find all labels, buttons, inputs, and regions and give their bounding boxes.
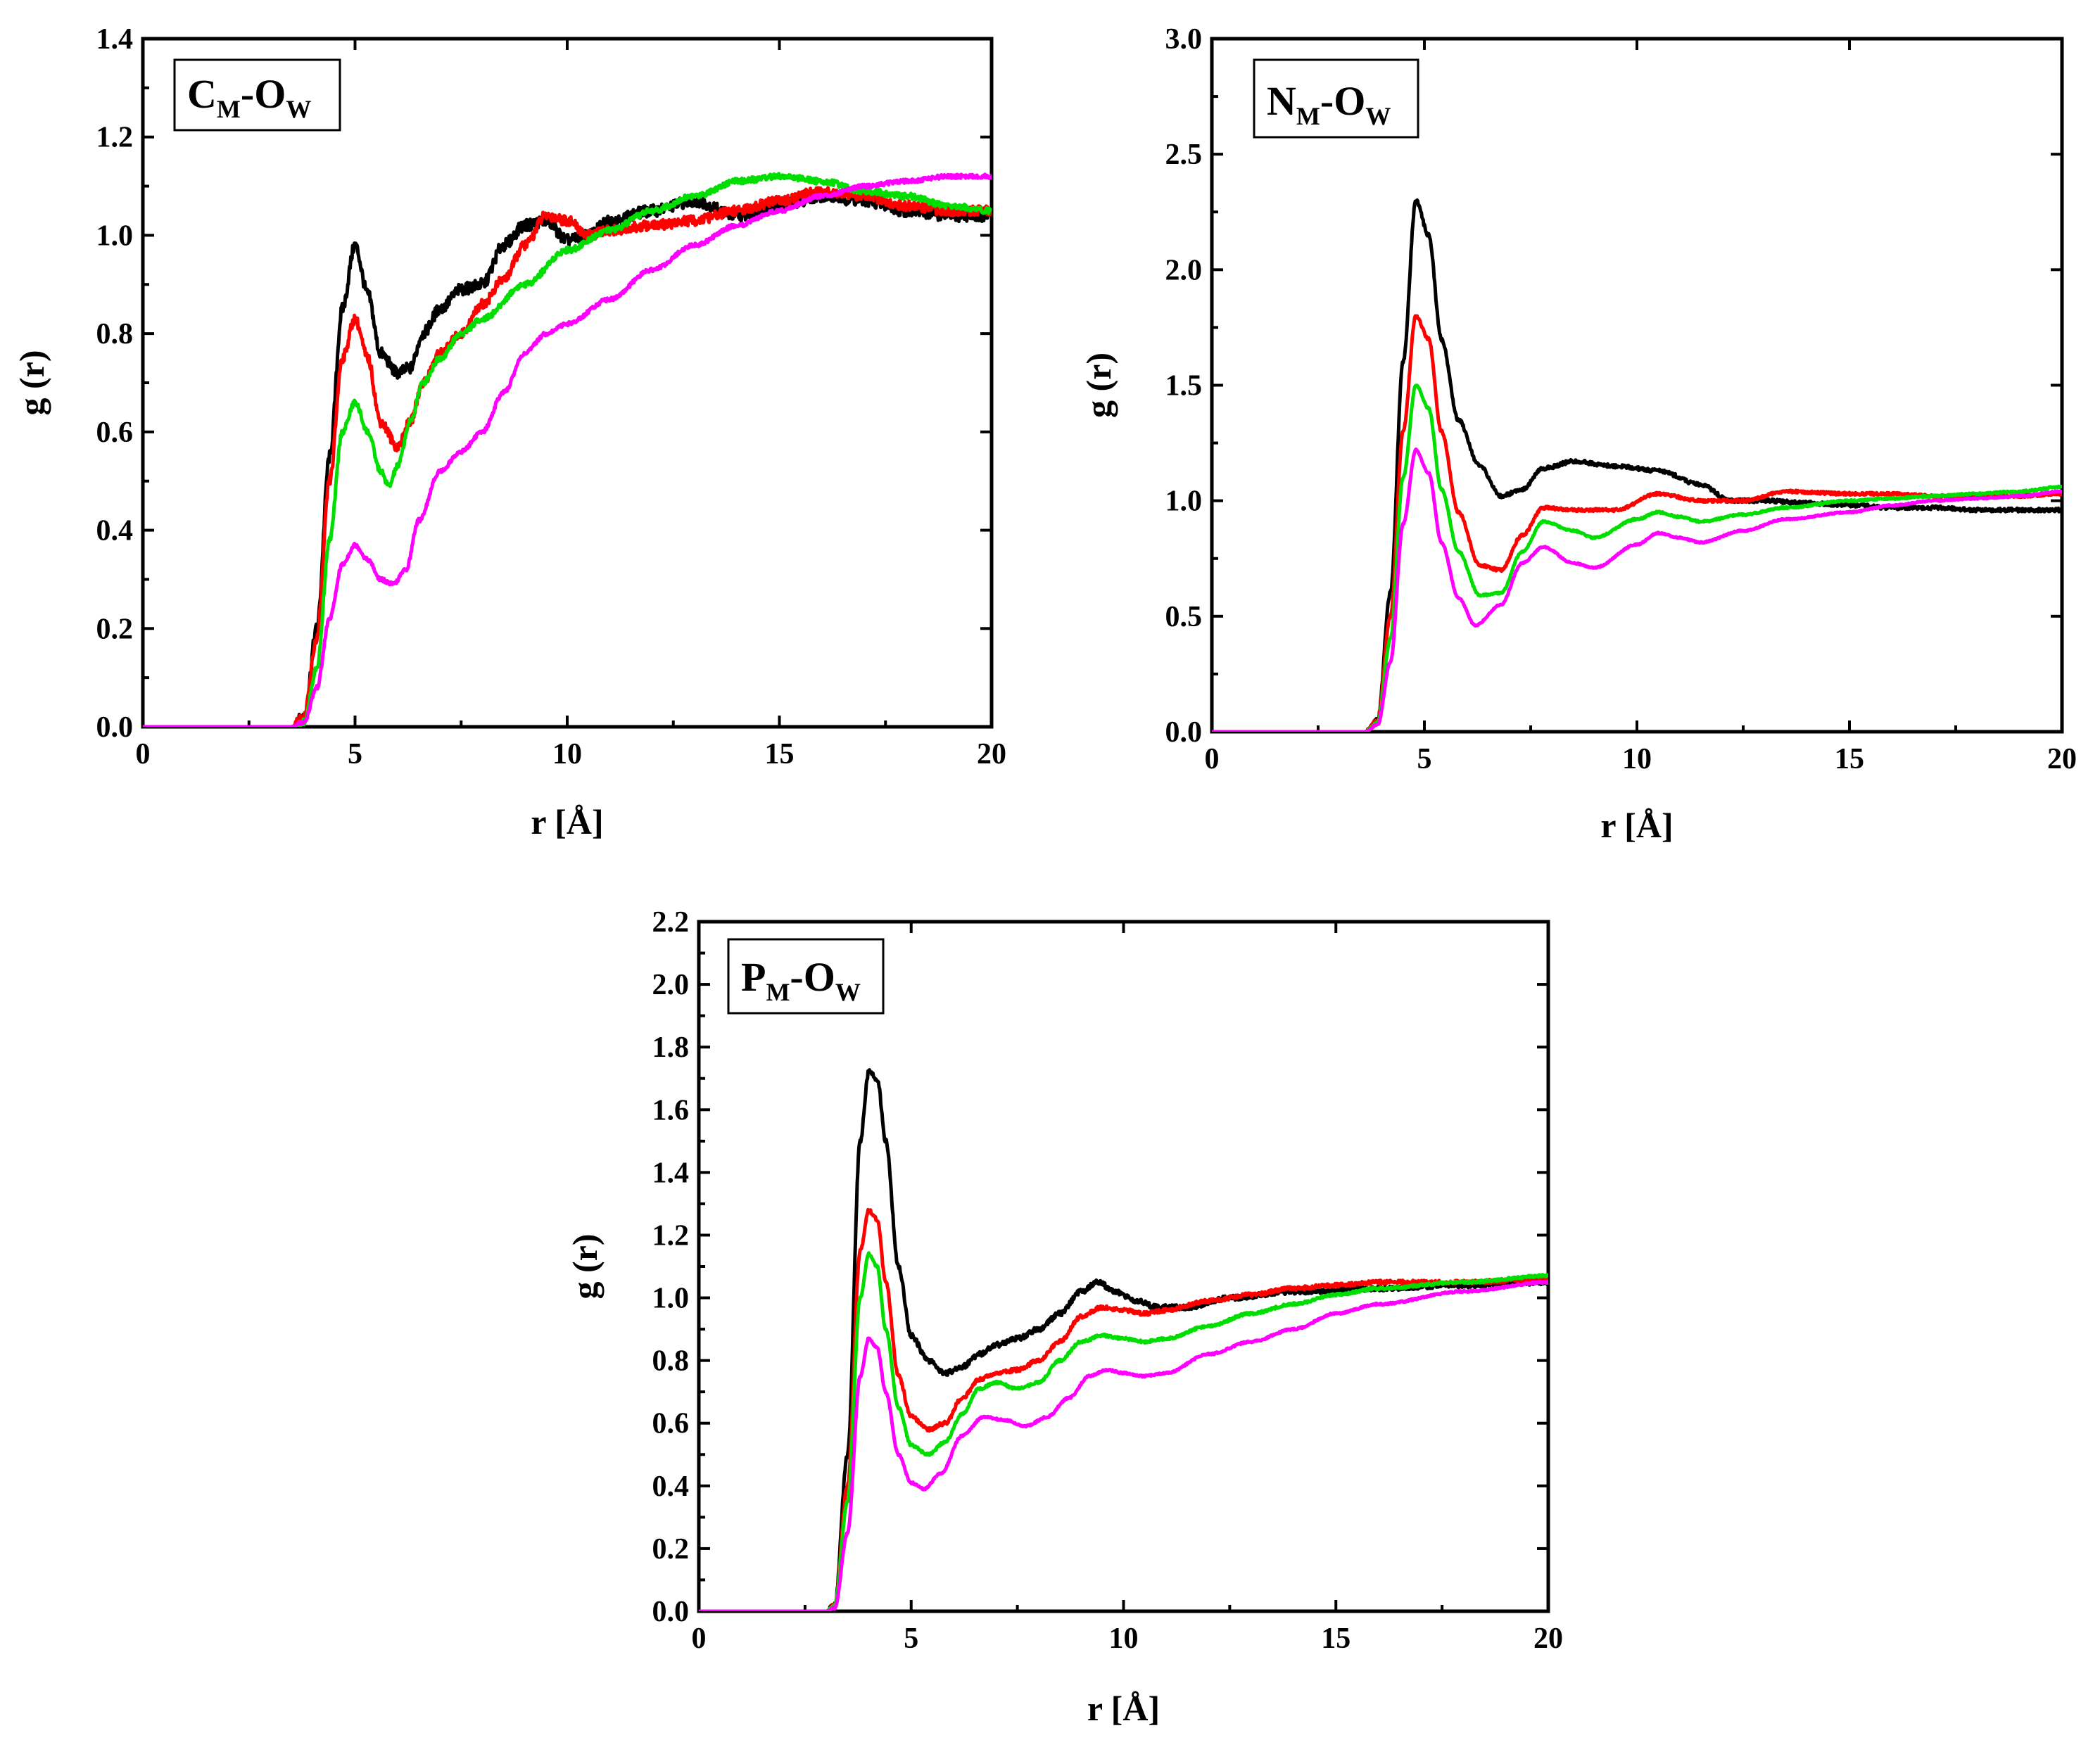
y-tick-label: 2.5 <box>1165 139 1203 171</box>
x-tick-label: 5 <box>1417 743 1432 775</box>
y-tick-label: 0.4 <box>96 515 134 547</box>
x-tick-label: 10 <box>1109 1622 1139 1655</box>
panel-label-frame <box>1253 58 1419 139</box>
y-tick-label: 0.0 <box>96 711 134 744</box>
y-tick-label: 2.0 <box>1165 254 1203 286</box>
y-tick-label: 0.6 <box>652 1408 690 1440</box>
x-tick-label: 10 <box>1622 743 1652 775</box>
panel-label-subscript: W <box>835 978 861 1006</box>
panel-label-subscript: M <box>766 978 790 1006</box>
panel-label-subscript: M <box>1296 102 1320 130</box>
panel-label-dash: -O <box>241 71 286 117</box>
y-tick-label: 0.0 <box>652 1596 690 1628</box>
panel-label: NM-OW <box>1267 78 1391 130</box>
panel-label-frame <box>173 58 341 132</box>
x-tick-label: 10 <box>552 738 582 770</box>
x-tick-label: 0 <box>1205 743 1220 775</box>
y-tick-label: 0.8 <box>96 318 134 350</box>
x-tick-label: 20 <box>1533 1622 1563 1655</box>
series-line-green <box>1212 383 2062 732</box>
panel-n-ow: 0 5 10 15 20 0.0 0.5 1.0 1.5 2.0 2.5 3.0 r [Å] g (r) N… <box>1079 23 2077 845</box>
x-tick-label: 20 <box>977 738 1006 770</box>
y-tick-label: 1.4 <box>96 23 134 56</box>
x-tick-label: 0 <box>692 1622 707 1655</box>
panel-label-frame <box>727 938 885 1015</box>
y-tick-label: 0.0 <box>1165 716 1203 749</box>
x-axis-title: r [Å] <box>531 802 603 842</box>
y-tick-label: 1.4 <box>652 1157 690 1189</box>
series-line-magenta <box>699 1279 1548 1611</box>
panel-label-dash: -O <box>790 954 835 1000</box>
y-tick-label: 1.5 <box>1165 370 1203 402</box>
panel-label-main: N <box>1267 78 1296 124</box>
panel-label: PM-OW <box>741 954 861 1006</box>
panel-c-ow: 0 5 10 15 20 0.0 0.2 0.4 0.6 0.8 1.0 1.2 1.4 r [Å] g (… <box>12 23 1006 842</box>
y-tick-label: 2.0 <box>652 969 690 1001</box>
y-axis-title: g (r) <box>565 1234 605 1300</box>
panel-label-box: CM-OW <box>173 58 341 132</box>
series-line-red <box>1212 314 2062 732</box>
y-tick-label: 1.2 <box>652 1219 690 1252</box>
panel-label-subscript: M <box>217 95 241 123</box>
y-tick-label: 2.2 <box>652 906 690 939</box>
panel-label-box: NM-OW <box>1253 58 1419 139</box>
series-line-black <box>1212 198 2062 732</box>
panel-p-ow: 0 5 10 15 20 0.0 0.2 0.4 0.6 0.8 1.0 1.2 1.4 1.6 1.8 2.… <box>565 906 1563 1728</box>
x-tick-label: 15 <box>1321 1622 1351 1655</box>
panel-label-box: PM-OW <box>727 938 885 1015</box>
panel-label-subscript: W <box>1365 102 1391 130</box>
panel-label: CM-OW <box>187 71 311 123</box>
y-tick-label: 1.2 <box>96 122 134 154</box>
panel-label-dash: -O <box>1320 78 1365 124</box>
y-tick-label: 0.5 <box>1165 601 1203 633</box>
y-tick-label: 0.2 <box>96 613 134 645</box>
y-tick-label: 1.0 <box>1165 485 1203 518</box>
y-tick-label: 1.6 <box>652 1094 690 1126</box>
x-axis-title: r [Å] <box>1600 806 1673 845</box>
panel-label-subscript: W <box>286 95 311 123</box>
series-line-red <box>143 186 992 727</box>
y-axis-title: g (r) <box>12 350 51 416</box>
y-tick-label: 0.8 <box>652 1345 690 1378</box>
x-tick-label: 20 <box>2047 743 2077 775</box>
y-axis-title: g (r) <box>1079 353 1118 418</box>
x-tick-label: 0 <box>136 738 151 770</box>
panel-label-main: C <box>187 71 217 117</box>
panels: 0 5 10 15 20 0.0 0.2 0.4 0.6 0.8 1.0 1.2 1.4 r [Å] g (… <box>12 23 2077 1728</box>
series-line-magenta <box>1212 447 2062 732</box>
y-tick-label: 0.2 <box>652 1533 690 1566</box>
y-tick-label: 1.0 <box>96 220 134 252</box>
y-tick-label: 0.4 <box>652 1471 690 1503</box>
y-tick-label: 0.6 <box>96 417 134 449</box>
y-tick-label: 3.0 <box>1165 23 1203 56</box>
y-tick-label: 1.8 <box>652 1031 690 1064</box>
series-line-magenta <box>143 172 992 727</box>
x-tick-label: 5 <box>348 738 362 770</box>
x-tick-label: 5 <box>904 1622 918 1655</box>
x-tick-label: 15 <box>1835 743 1864 775</box>
series-line-black <box>143 189 992 727</box>
y-tick-label: 1.0 <box>652 1283 690 1315</box>
x-tick-label: 15 <box>765 738 795 770</box>
panel-label-main: P <box>741 954 766 1000</box>
x-axis-title: r [Å] <box>1087 1689 1160 1728</box>
